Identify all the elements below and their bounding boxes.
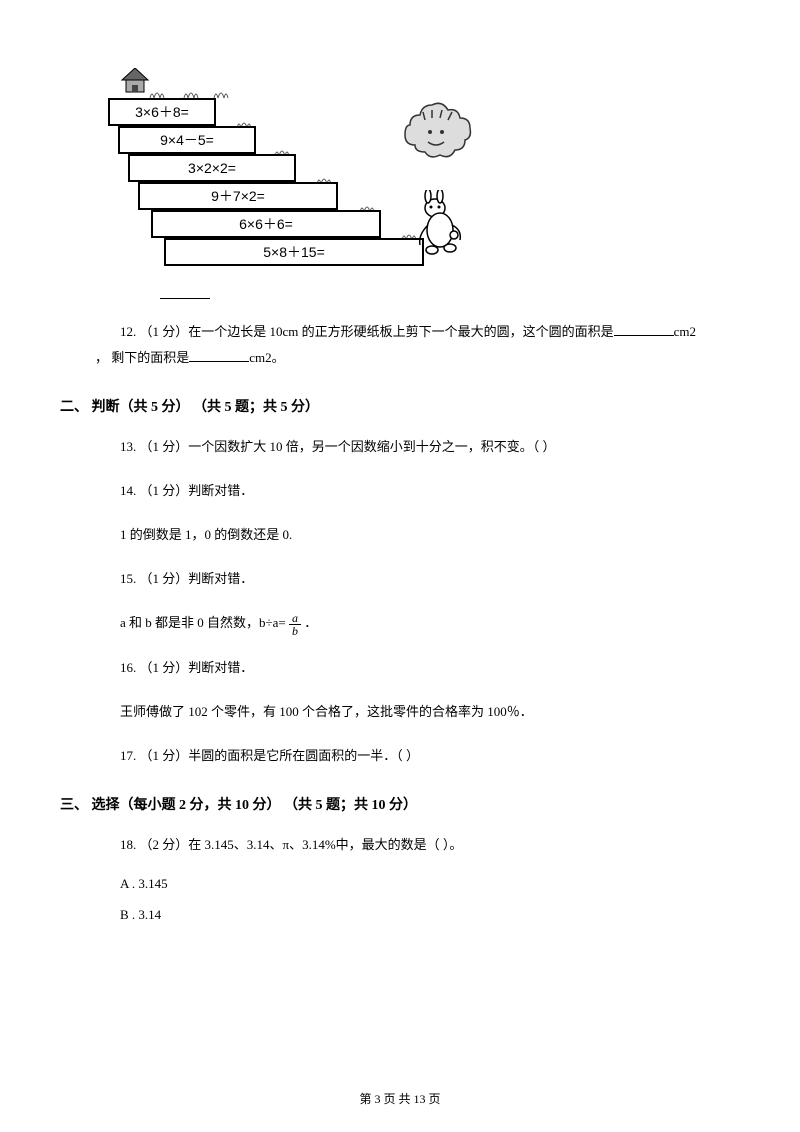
q15-post: ． [304, 615, 317, 630]
section-2-header: 二、 判断（共 5 分） （共 5 题；共 5 分） [60, 396, 740, 416]
q15-pre: a 和 b 都是非 0 自然数，b÷a= [120, 615, 289, 630]
q12-unit1: cm2 [674, 324, 696, 339]
rabbit-icon [410, 190, 470, 265]
answer-blank [160, 285, 210, 299]
step-2: 9×4－5= [118, 126, 256, 154]
q12-unit2: cm2。 [249, 350, 284, 365]
cloud-creature-icon [400, 90, 480, 165]
option-a: A . 3.145 [120, 876, 740, 892]
question-17: 17. （1 分）半圆的面积是它所在圆面积的一半．（ ） [120, 743, 740, 769]
option-b: B . 3.14 [120, 907, 740, 923]
step-3: 3×2×2= [128, 154, 296, 182]
question-14-line1: 14. （1 分）判断对错． [120, 478, 740, 504]
step-4: 9＋7×2= [138, 182, 338, 210]
fraction: a b [289, 612, 301, 637]
q12-prefix: 12. （1 分）在一个边长是 10cm 的正方形硬纸板上剪下一个最大的圆，这个… [120, 324, 614, 339]
q12-blank-2 [189, 361, 249, 362]
question-16-line1: 16. （1 分）判断对错． [120, 655, 740, 681]
question-18: 18. （2 分）在 3.145、3.14、π、3.14%中，最大的数是（ ）。 [120, 832, 740, 858]
q12-mid: ， 剩下的面积是 [95, 350, 189, 365]
page-footer: 第 3 页 共 13 页 [0, 1090, 800, 1107]
figure-container: 3×6＋8= 9×4－5= 3×2×2= 9＋7×2= 6×6＋6= 5×8＋1… [100, 40, 740, 299]
question-15-line2: a 和 b 都是非 0 自然数，b÷a= a b ． [120, 610, 740, 637]
q12-blank-1 [614, 335, 674, 336]
section-3-header: 三、 选择（每小题 2 分，共 10 分） （共 5 题；共 10 分） [60, 794, 740, 814]
step-5: 6×6＋6= [151, 210, 381, 238]
house-icon [120, 68, 150, 94]
step-1: 3×6＋8= [108, 98, 216, 126]
fraction-denominator: b [289, 625, 301, 637]
question-14-line2: 1 的倒数是 1，0 的倒数还是 0. [120, 522, 740, 548]
step-6: 5×8＋15= [164, 238, 424, 266]
fraction-numerator: a [289, 612, 301, 625]
question-13: 13. （1 分）一个因数扩大 10 倍，另一个因数缩小到十分之一，积不变。（ … [120, 434, 740, 460]
question-15-line1: 15. （1 分）判断对错． [120, 566, 740, 592]
question-12: 12. （1 分）在一个边长是 10cm 的正方形硬纸板上剪下一个最大的圆，这个… [95, 319, 740, 371]
steps-diagram: 3×6＋8= 9×4－5= 3×2×2= 9＋7×2= 6×6＋6= 5×8＋1… [100, 40, 440, 270]
question-16-line2: 王师傅做了 102 个零件，有 100 个合格了，这批零件的合格率为 100％． [120, 699, 740, 725]
